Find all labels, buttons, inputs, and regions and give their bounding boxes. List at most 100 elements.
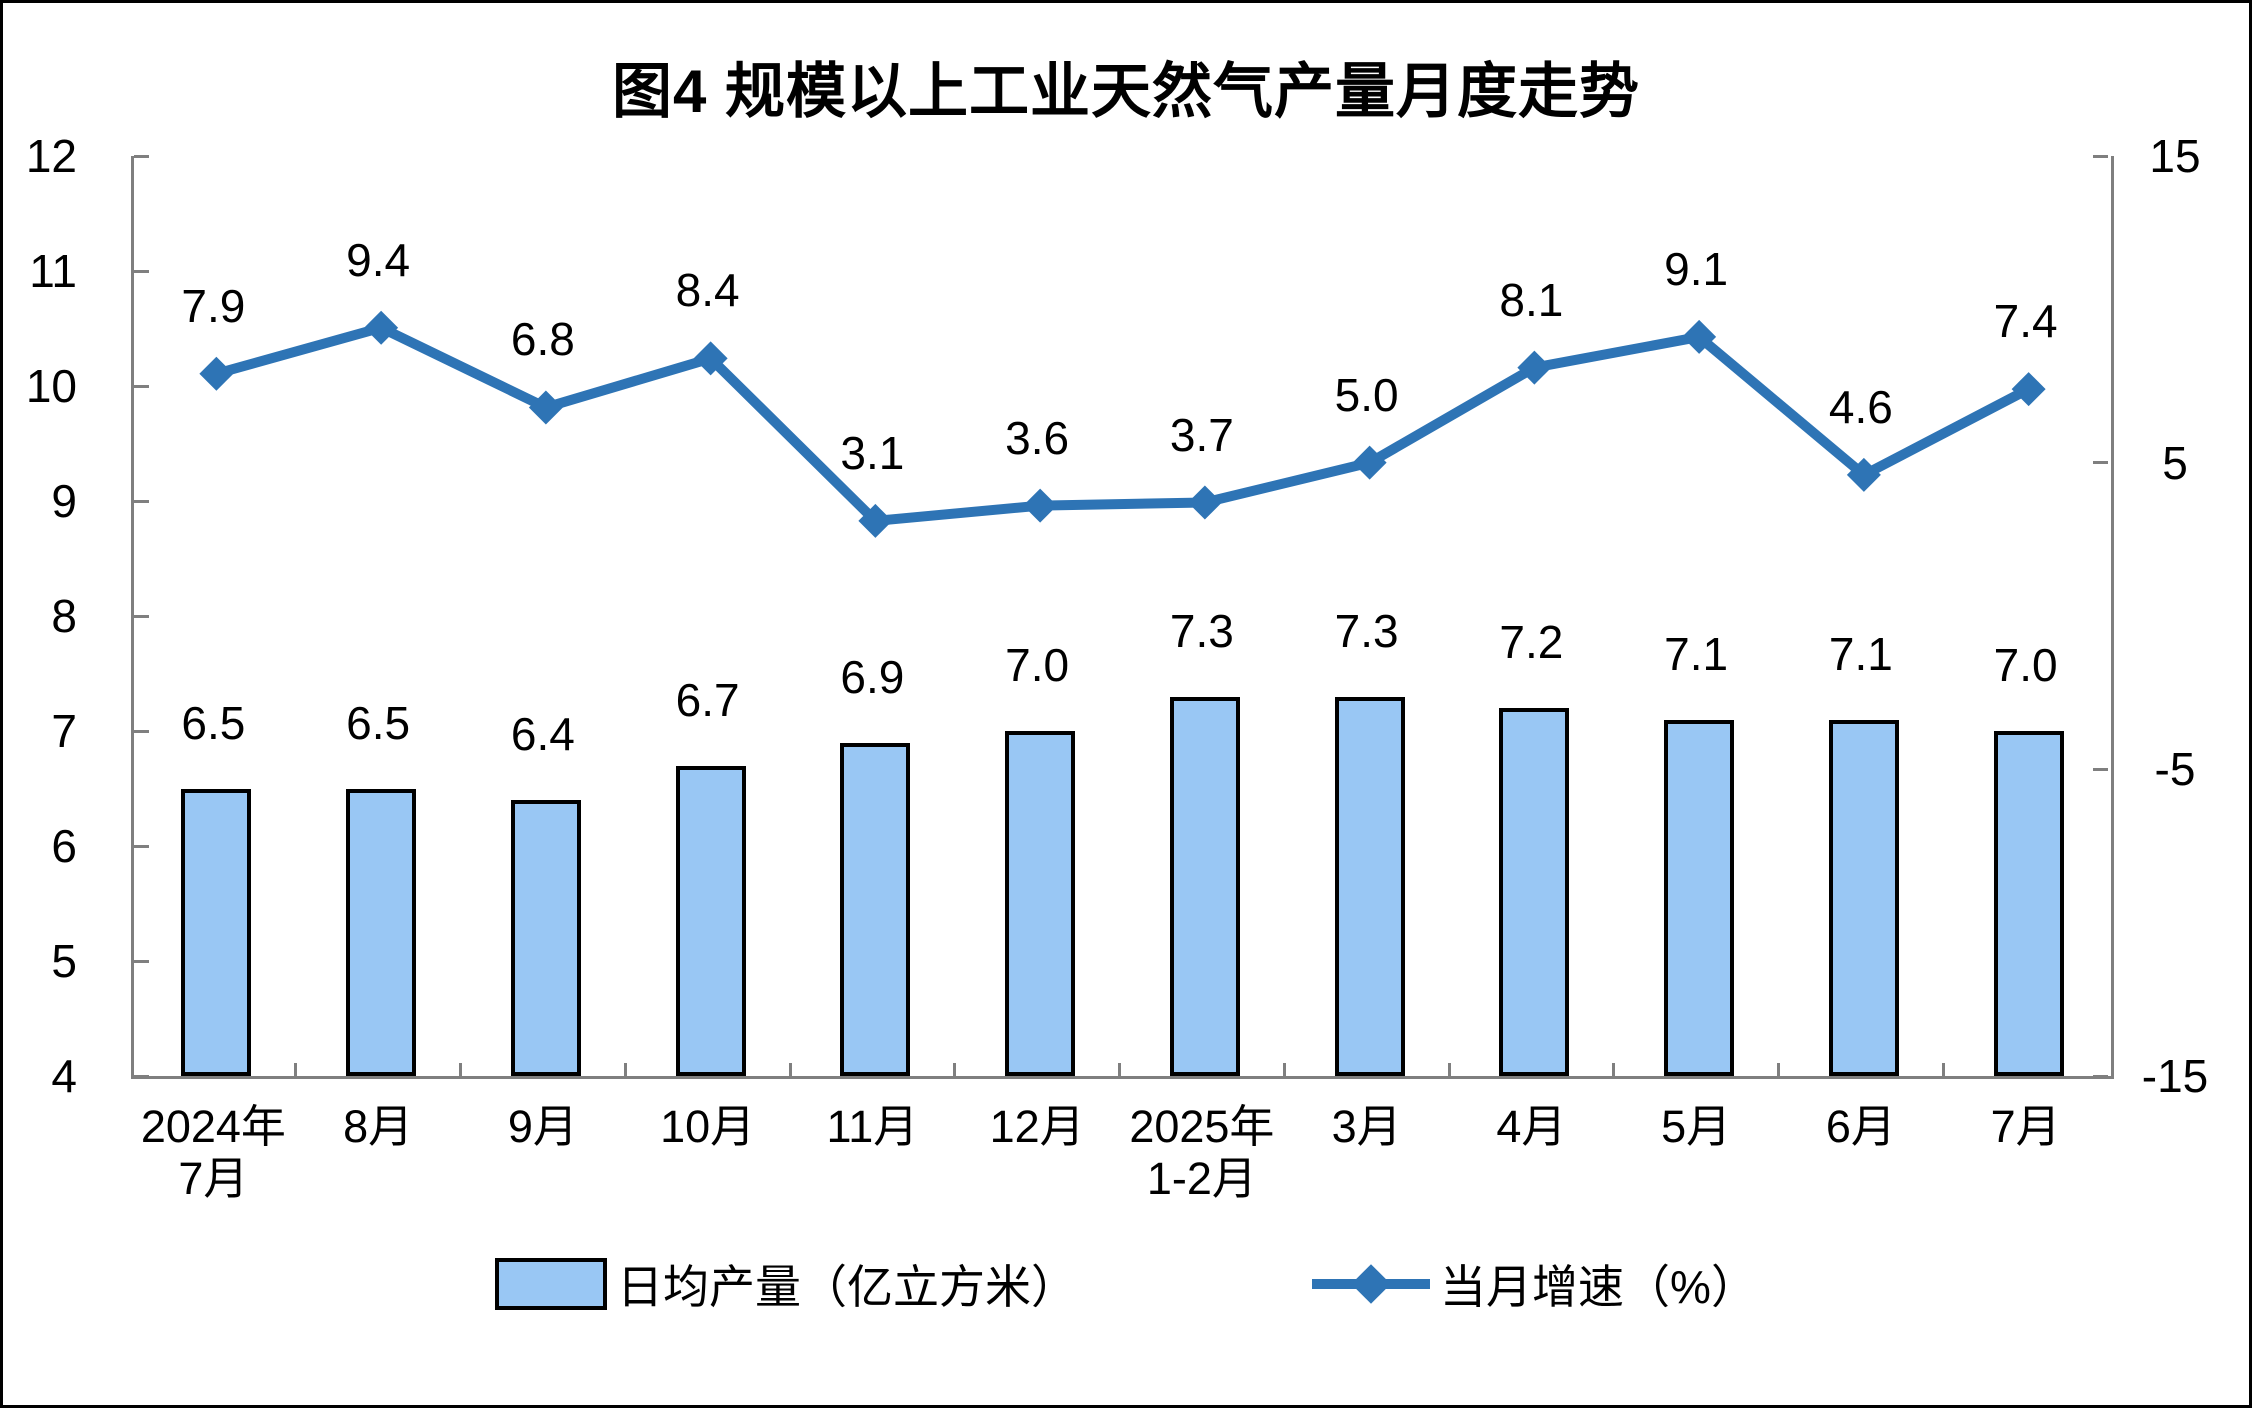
bar [346,788,417,1076]
bar [1005,731,1076,1076]
x-axis-tick [1282,1063,1286,1076]
x-axis-tick [294,1063,298,1076]
x-axis-label: 8月 [343,1101,413,1153]
x-axis-tick [1447,1063,1451,1076]
bar [510,800,581,1076]
line-point-label: 9.1 [1664,242,1729,295]
left-axis-tick-label: 4 [51,1050,77,1102]
bar-value-label: 6.5 [346,696,411,749]
left-axis-tick-label: 11 [29,245,77,297]
line-point-label: 4.6 [1828,380,1893,433]
bar [1664,719,1735,1076]
x-axis-tick [623,1063,627,1076]
x-axis-label: 12月 [990,1101,1085,1153]
bar-value-label: 7.3 [1169,604,1234,657]
left-axis-tick [134,384,149,388]
x-axis-label-line: 10月 [660,1101,756,1152]
x-axis-label-line: 11月 [826,1101,919,1152]
x-axis-label-line: 6月 [1825,1101,1896,1152]
left-axis-tick-label: 5 [51,935,77,987]
right-axis-tick-label: -15 [2141,1050,2209,1102]
line-point-marker [693,341,728,376]
x-axis-label: 7月 [1991,1101,2061,1153]
legend: 日均产量（亿立方米） 当月增速（%） [3,1251,2249,1317]
plot-area [131,156,2114,1079]
right-axis-tick [2093,461,2108,465]
x-axis-label: 11月 [827,1101,919,1153]
line-series [199,310,2046,538]
x-axis-label: 4月 [1496,1101,1566,1153]
x-axis-tick [459,1063,462,1076]
bar [1993,731,2064,1076]
line-point-marker [1846,457,1881,492]
legend-label: 日均产量（亿立方米） [617,1261,1078,1313]
bar [1334,696,1405,1076]
x-axis-tick [1777,1063,1780,1076]
x-axis-label: 6月 [1826,1101,1896,1153]
right-axis-tick-label: -5 [2154,743,2196,796]
bar [1499,708,1570,1076]
left-axis-tick [134,729,149,733]
chart-title: 图4 规模以上工业天然气产量月度走势 [611,58,1641,125]
legend-item-growth: 当月增速（%） [1312,1251,1757,1317]
x-axis-label: 3月 [1332,1101,1402,1153]
line-point-label: 6.8 [510,313,575,366]
line-point-marker [858,503,893,538]
line-point-label: 8.4 [675,264,740,317]
left-axis-tick-label: 9 [51,475,77,527]
line-point-marker [2011,372,2046,407]
x-axis-label-line: 7月 [178,1153,249,1204]
line-point-marker [1023,488,1058,523]
x-axis-tick [1612,1063,1616,1076]
left-axis-tick-label: 8 [51,590,77,642]
line-point-label: 7.9 [181,279,246,332]
x-axis-label: 10月 [660,1101,755,1153]
x-axis-label: 2025年 1-2月 [1129,1101,1274,1205]
bar [181,788,252,1076]
x-axis-label-line: 2024年 [140,1101,286,1152]
bar-value-label: 7.0 [1993,639,2058,691]
bar-value-label: 7.1 [1828,627,1893,680]
line-point-marker [528,390,563,425]
left-axis-tick-label: 10 [25,360,77,412]
bar-value-label: 6.7 [675,673,740,726]
line-point-label: 3.6 [1005,411,1070,464]
right-axis-tick [2093,767,2108,771]
bar-value-label: 6.4 [510,708,575,760]
line-point-marker [1682,319,1717,354]
line-point-marker [364,310,399,345]
line-point-label: 3.7 [1169,408,1234,461]
legend-item-production: 日均产量（亿立方米） [495,1251,1077,1317]
left-axis-tick-label: 6 [51,820,77,872]
x-axis-tick [1941,1063,1945,1076]
x-axis-label-line: 3月 [1331,1101,1402,1152]
left-axis-tick [134,844,149,848]
x-axis-tick [1118,1063,1121,1076]
bar [1169,696,1240,1076]
bar-value-label: 7.1 [1664,627,1729,680]
line-point-label: 3.1 [840,426,905,479]
bar [675,765,746,1076]
x-axis-label-line: 5月 [1661,1101,1732,1152]
left-axis-tick [134,154,149,158]
left-axis-tick [134,614,149,618]
x-axis-label: 5月 [1661,1101,1731,1153]
line-point-label: 8.1 [1499,273,1564,326]
x-axis-label-line: 8月 [343,1101,414,1152]
growth-line [215,322,2031,526]
left-axis-tick [134,499,149,503]
x-axis-label-line: 9月 [507,1101,578,1152]
line-point-marker [199,356,234,391]
line-point-label: 9.4 [346,233,411,286]
x-axis-label: 2024年 7月 [141,1101,286,1205]
x-axis-label-line: 2025年 [1129,1101,1275,1152]
left-axis-tick [134,269,149,273]
bar-value-label: 7.0 [1005,639,1070,691]
line-point-label: 5.0 [1334,368,1399,421]
right-axis-tick-label: 15 [2149,130,2201,182]
x-axis-tick [788,1063,792,1076]
legend-label: 当月增速（%） [1440,1261,1757,1313]
left-axis-tick-label: 12 [25,130,77,182]
line-point-marker [1517,350,1552,385]
